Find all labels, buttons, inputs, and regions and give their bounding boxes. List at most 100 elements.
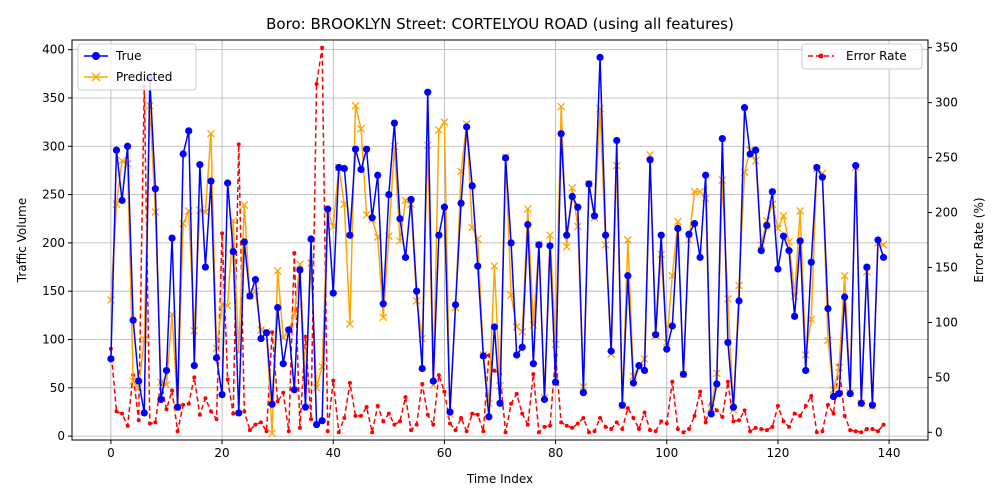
true-point: [346, 231, 354, 239]
true-point: [735, 297, 743, 305]
true-point: [440, 203, 449, 211]
error-rate-point: [875, 429, 880, 434]
error-rate-point: [303, 334, 308, 339]
predicted-point: [779, 211, 788, 220]
true-point: [679, 370, 688, 378]
error-rate-point: [281, 390, 286, 395]
predicted-point: [657, 250, 666, 259]
error-rate-point: [442, 389, 447, 394]
true-point: [112, 146, 121, 154]
true-point: [613, 136, 621, 145]
y-right-tick-label: 250: [935, 151, 958, 165]
error-rate-point: [192, 375, 197, 380]
predicted-point: [568, 183, 577, 192]
true-point: [140, 409, 148, 417]
error-rate-point: [725, 379, 730, 384]
x-tick-label: 40: [326, 446, 341, 460]
error-rate-point: [859, 430, 864, 435]
true-point: [829, 392, 838, 401]
error-rate-point: [670, 379, 675, 384]
true-point: [624, 272, 632, 280]
true-point: [640, 366, 649, 375]
error-rate-point: [820, 429, 825, 434]
error-rate-point: [581, 416, 586, 421]
true-point: [224, 179, 232, 187]
true-point: [485, 413, 493, 421]
true-point: [490, 323, 499, 331]
true-point: [451, 301, 460, 309]
error-rate-point: [409, 428, 414, 433]
error-rate-point: [236, 142, 241, 147]
error-rate-point: [770, 424, 775, 429]
true-point: [351, 145, 360, 153]
y-tick-label: 50: [50, 381, 65, 395]
error-rate-point: [175, 429, 180, 434]
true-point: [207, 177, 215, 185]
y-right-tick-label: 50: [935, 370, 950, 384]
true-point: [757, 247, 765, 255]
y-right-tick-label: 300: [935, 96, 958, 110]
y-tick-label: 250: [42, 188, 65, 202]
x-tick-label: 60: [437, 446, 452, 460]
error-rate-point: [648, 428, 653, 433]
x-tick-label: 80: [548, 446, 563, 460]
legend-error-label: Error Rate: [846, 49, 907, 63]
true-point: [763, 221, 771, 230]
true-point: [174, 403, 182, 411]
predicted-point: [240, 201, 249, 210]
error-rate-point: [464, 429, 469, 434]
predicted-point: [562, 242, 571, 251]
predicted-point: [207, 129, 215, 138]
true-point: [324, 205, 332, 213]
true-point: [501, 154, 510, 162]
error-rate-point: [231, 411, 236, 416]
true-point: [474, 262, 482, 270]
error-rate-point: [331, 378, 336, 383]
error-rate-point: [848, 428, 853, 433]
error-rate-point: [664, 421, 669, 426]
y-tick-label: 350: [42, 91, 65, 105]
error-rate-point: [309, 417, 314, 422]
predicted-point: [345, 320, 354, 329]
true-point: [496, 399, 504, 407]
error-rate-point: [548, 423, 553, 428]
true-point: [290, 386, 298, 394]
error-rate-point: [564, 423, 569, 428]
true-point: [235, 409, 243, 417]
true-point: [718, 134, 726, 143]
true-point: [123, 142, 132, 150]
true-point: [574, 203, 582, 211]
predicted-point: [623, 236, 632, 244]
true-point: [663, 345, 671, 353]
error-rate-point: [720, 414, 725, 419]
true-point: [790, 312, 799, 320]
error-rate-point: [186, 401, 191, 406]
predicted-point: [357, 124, 365, 133]
error-rate-point: [375, 403, 380, 408]
true-point: [301, 403, 310, 411]
error-rate-point: [436, 373, 441, 378]
error-rate-point: [297, 425, 302, 430]
error-rate-point: [214, 417, 219, 422]
true-point: [563, 231, 571, 239]
y-tick-label: 150: [42, 284, 65, 298]
true-point: [729, 403, 738, 411]
y-right-tick-label: 350: [935, 41, 958, 55]
error-rate-point: [203, 396, 208, 401]
error-rate-point: [603, 424, 608, 429]
x-tick-label: 140: [878, 446, 901, 460]
true-point: [179, 150, 187, 158]
true-point: [407, 195, 415, 204]
true-point: [752, 146, 760, 154]
error-rate-point: [314, 81, 319, 86]
true-point: [551, 378, 560, 386]
true-point: [396, 215, 404, 223]
error-rate-point: [292, 251, 297, 256]
true-point: [190, 362, 198, 370]
true-point: [685, 230, 693, 238]
true-point: [690, 219, 699, 228]
error-rate-point: [275, 399, 280, 404]
error-rate-point: [525, 422, 530, 427]
error-rate-point: [347, 380, 352, 385]
